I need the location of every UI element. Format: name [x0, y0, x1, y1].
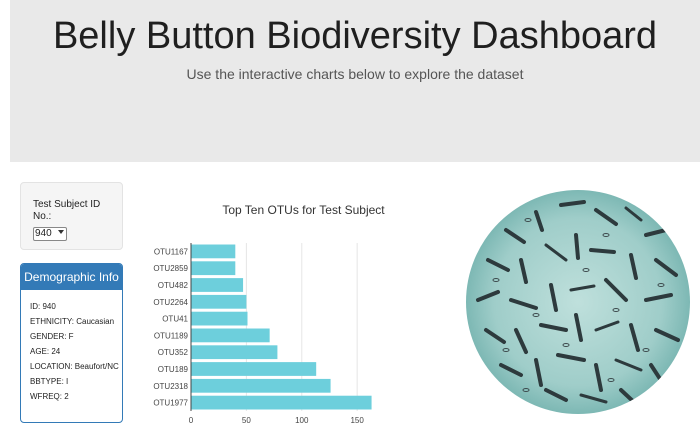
bar	[191, 328, 270, 343]
demographic-info-title: Demographic Info	[21, 264, 122, 290]
x-tick-label: 100	[295, 416, 309, 425]
subject-select-wrapper[interactable]: 940	[33, 223, 67, 241]
x-tick-label: 0	[189, 416, 194, 425]
bar	[191, 244, 236, 259]
bar	[191, 362, 317, 376]
bacteria-spores	[492, 218, 665, 392]
demographic-row: ETHNICITY: Caucasian	[30, 317, 115, 326]
bar	[191, 261, 236, 276]
bar	[191, 294, 247, 309]
y-tick-label: OTU41	[162, 315, 188, 324]
x-tick-label: 150	[350, 416, 364, 425]
demographic-row: GENDER: F	[30, 332, 74, 341]
page-title: Belly Button Biodiversity Dashboard	[52, 15, 658, 57]
x-tick-label: 50	[242, 416, 251, 425]
bar	[191, 345, 278, 360]
bar	[191, 378, 331, 393]
page-subtitle: Use the interactive charts below to expl…	[186, 66, 524, 82]
petri-dish-circle	[466, 190, 690, 414]
bacteria-petri-image	[466, 190, 690, 414]
y-tick-label: OTU482	[158, 281, 189, 290]
demographic-info-panel: Demographic Info ID: 940 ETHNICITY: Cauca…	[20, 263, 123, 423]
demographic-row: BBTYPE: I	[30, 377, 69, 386]
otu-bar-chart: Top Ten OTUs for Test Subject 0 50 100 150 OT…	[140, 195, 430, 438]
subject-id-select[interactable]: 940	[33, 226, 67, 241]
y-tick-label: OTU1977	[153, 399, 188, 408]
subject-selector-label: Test Subject ID No.:	[33, 199, 101, 222]
demographic-info-body: ID: 940 ETHNICITY: Caucasian GENDER: F AGE:…	[21, 290, 122, 402]
y-tick-label: OTU2318	[153, 382, 188, 391]
bacteria-rods	[476, 200, 680, 406]
bar	[191, 278, 244, 292]
y-tick-label: OTU2859	[153, 264, 188, 273]
y-tick-label: OTU2264	[153, 298, 188, 307]
demographic-row: AGE: 24	[30, 347, 61, 356]
chart-title: Top Ten OTUs for Test Subject	[222, 203, 385, 217]
y-tick-label: OTU1189	[154, 331, 189, 340]
header-jumbotron: Belly Button Biodiversity Dashboard Use …	[10, 0, 700, 162]
bar	[191, 395, 372, 410]
subject-selector-well: Test Subject ID No.: 940	[20, 182, 123, 250]
demographic-row: WFREQ: 2	[30, 392, 69, 401]
y-tick-label: OTU352	[158, 348, 189, 357]
bacteria-image-svg	[466, 190, 690, 414]
y-tick-label: OTU1167	[154, 247, 189, 256]
demographic-row: ID: 940	[30, 302, 56, 311]
otu-bar-chart-svg: Top Ten OTUs for Test Subject 0 50 100 150 OT…	[153, 203, 385, 425]
bar	[191, 311, 248, 326]
demographic-row: LOCATION: Beaufort/NC	[30, 362, 119, 371]
y-tick-label: OTU189	[158, 365, 189, 374]
